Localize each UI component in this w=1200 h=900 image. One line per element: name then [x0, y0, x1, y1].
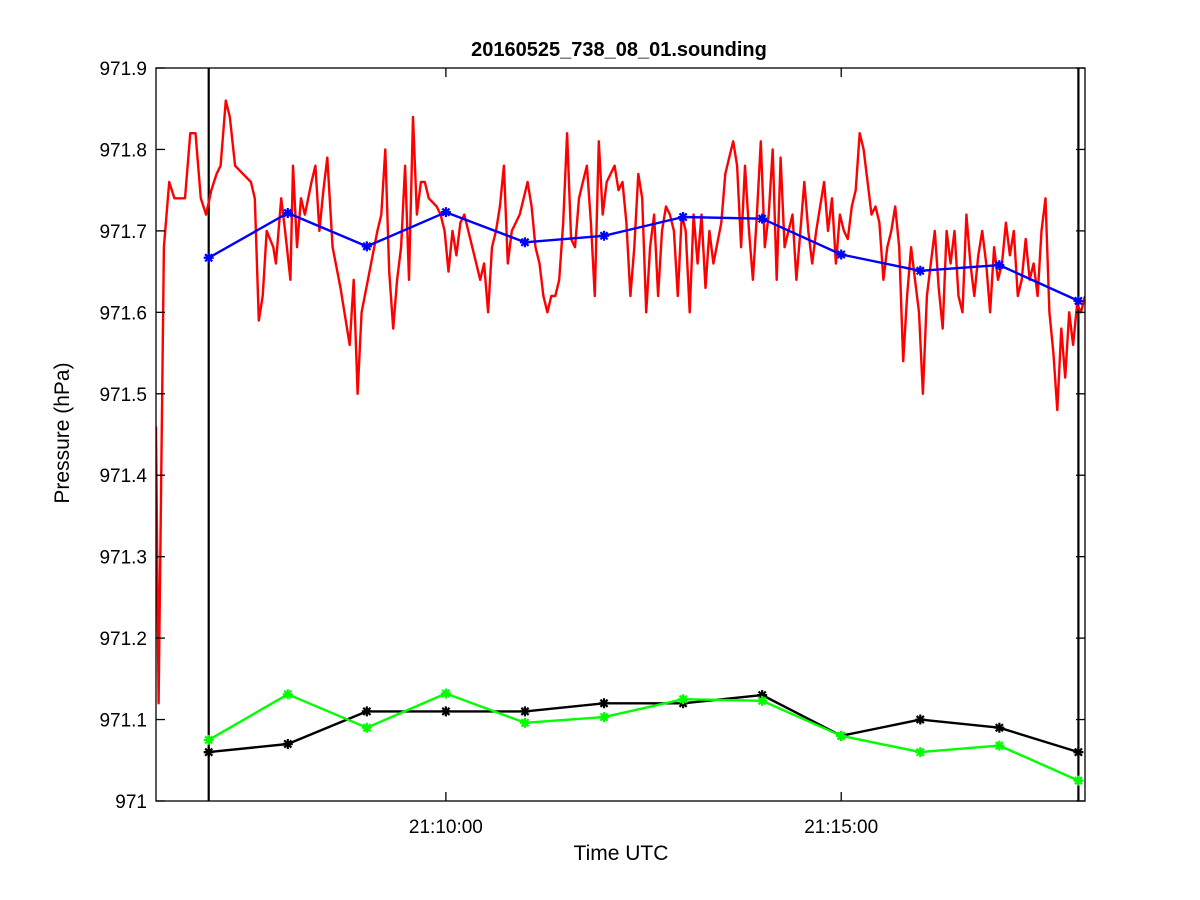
y-tick-label-4: 971.3: [99, 548, 147, 569]
series-4-marker-12: [1073, 775, 1084, 786]
series-2-marker-12: [1073, 295, 1084, 306]
series-2-marker-4: [440, 207, 451, 218]
series-line-3: [208, 693, 1079, 754]
series-3-marker-11: [994, 722, 1005, 733]
y-tick-label-5: 971.4: [99, 466, 147, 487]
x-tick-label-2: 21:15:00: [804, 817, 878, 838]
series-2-marker-10: [915, 265, 926, 276]
series-2-marker-7: [678, 212, 689, 223]
x-tick-label-1: 21:10:00: [409, 817, 483, 838]
series-3-marker-6: [599, 698, 610, 709]
series-line-1: [156, 99, 1085, 705]
series-2-marker-3: [361, 241, 372, 252]
series-2-marker-8: [757, 213, 768, 224]
series-4-marker-5: [519, 717, 530, 728]
x-axis: 21:10:00 21:15:00: [409, 68, 878, 838]
series-4-marker-1: [203, 734, 214, 745]
y-tick-label-1: 971: [115, 792, 147, 813]
series-4-marker-8: [757, 695, 768, 706]
series-2-marker-2: [282, 207, 293, 218]
series-4-marker-11: [994, 740, 1005, 751]
series-line-2: [208, 210, 1079, 302]
series-3-marker-2: [282, 738, 293, 749]
series-4-marker-2: [282, 689, 293, 700]
series-2-marker-6: [599, 230, 610, 241]
series-2-marker-1: [203, 252, 214, 263]
series-3-marker-4: [440, 706, 451, 717]
x-axis-label: Time UTC: [574, 842, 669, 865]
axes-box: [155, 67, 1086, 802]
y-axis-label: Pressure (hPa): [51, 362, 74, 503]
series-4-marker-10: [915, 747, 926, 758]
series-3-marker-5: [519, 706, 530, 717]
series-4-marker-3: [361, 722, 372, 733]
series-3-marker-10: [915, 714, 926, 725]
chart-title: 20160525_738_08_01.sounding: [471, 39, 767, 61]
series-3-marker-8: [757, 690, 768, 701]
plot-area: [156, 68, 1085, 801]
y-tick-label-7: 971.6: [99, 303, 147, 324]
series-4-marker-4: [440, 688, 451, 699]
series-4-marker-6: [599, 712, 610, 723]
series-4-marker-7: [678, 694, 689, 705]
series-4-marker-9: [836, 730, 847, 741]
y-tick-label-9: 971.8: [99, 140, 147, 161]
series-2-marker-9: [836, 249, 847, 260]
series-2-marker-11: [994, 260, 1005, 271]
series-3-marker-1: [203, 747, 214, 758]
y-tick-label-2: 971.1: [99, 711, 147, 732]
y-tick-label-10: 971.9: [99, 59, 147, 80]
y-tick-label-6: 971.5: [99, 385, 147, 406]
series-line-4: [208, 692, 1079, 782]
y-axis: 971 971.1 971.2 971.3 971.4 971.5 971.6 971.7 97…: [99, 59, 1085, 813]
series-3-marker-3: [361, 706, 372, 717]
series-2-marker-5: [519, 237, 530, 248]
y-tick-label-8: 971.7: [99, 222, 147, 243]
series-3-marker-12: [1073, 747, 1084, 758]
axes-frame: [155, 67, 1086, 802]
y-tick-label-3: 971.2: [99, 629, 147, 650]
